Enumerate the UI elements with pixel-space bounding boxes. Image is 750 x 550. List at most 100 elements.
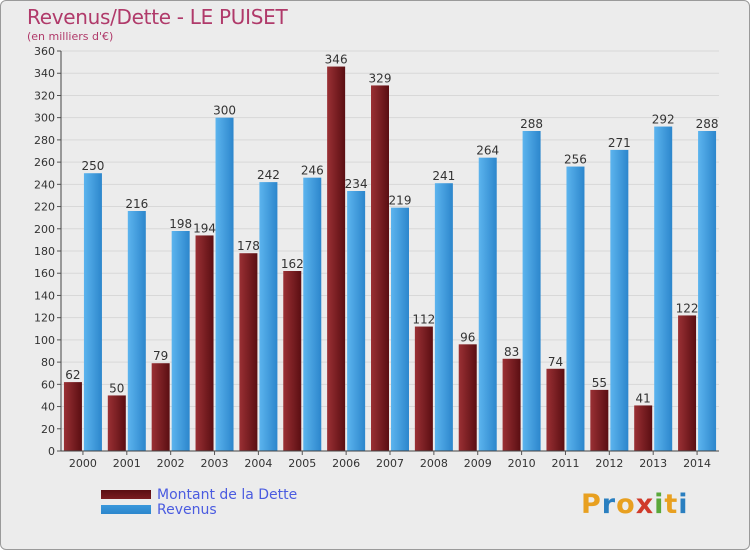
y-tick-label: 100 [34,334,55,347]
data-label-dette: 79 [153,349,168,363]
x-tick-label: 2003 [201,457,229,470]
bar-revenus [259,182,278,451]
bar-dette [502,358,521,451]
legend-label-revenus: Revenus [157,501,217,518]
data-label-dette: 41 [636,391,651,405]
legend-swatch-dette [101,490,151,499]
data-label-dette: 55 [592,376,607,390]
legend-item-dette: Montant de la Dette [101,486,298,503]
x-tick-label: 2005 [288,457,316,470]
bar-revenus [566,166,585,452]
y-tick-label: 260 [34,156,55,169]
data-label-dette: 74 [548,355,563,369]
x-tick-label: 2008 [420,457,448,470]
y-tick-label: 60 [41,378,55,391]
proxiti-logo: Proxiti [581,489,689,520]
bar-dette [546,368,565,451]
bar-revenus [610,149,629,451]
y-tick-label: 360 [34,45,55,58]
bar-dette [414,326,433,451]
x-tick-label: 2006 [332,457,360,470]
y-tick-label: 120 [34,312,55,325]
bar-revenus [391,207,409,451]
bar-dette [151,363,170,451]
logo-letter: i [678,489,689,520]
y-tick-label: 0 [48,445,55,458]
x-tick-label: 2010 [508,457,536,470]
data-label-dette: 162 [281,257,304,271]
bar-dette [239,253,258,451]
data-label-revenus: 242 [257,168,280,182]
data-label-revenus: 288 [696,117,719,131]
bar-dette [195,235,214,451]
y-tick-label: 40 [41,401,55,414]
bar-revenus [171,231,190,451]
data-label-dette: 83 [504,345,519,359]
bar-revenus [83,173,102,451]
logo-letter: t [664,489,679,520]
y-tick-label: 340 [34,67,55,80]
data-label-revenus: 271 [608,136,631,150]
x-tick-label: 2004 [244,457,272,470]
data-label-revenus: 300 [213,104,236,118]
legend-label-dette: Montant de la Dette [157,486,298,503]
y-tick-label: 20 [41,423,55,436]
bar-revenus [215,117,234,452]
data-label-dette: 346 [325,53,348,67]
logo-letter: P [581,489,602,520]
data-label-revenus: 234 [345,177,368,191]
y-tick-label: 300 [34,112,55,125]
bar-revenus [522,131,541,451]
data-label-revenus: 241 [432,169,455,183]
x-tick-label: 2007 [376,457,404,470]
data-label-revenus: 246 [301,164,324,178]
bar-revenus [127,211,146,451]
data-label-dette: 122 [676,301,699,315]
data-label-revenus: 219 [389,194,412,208]
y-tick-label: 180 [34,245,55,258]
y-tick-label: 80 [41,356,55,369]
data-label-revenus: 264 [476,144,499,158]
data-label-revenus: 250 [81,159,104,173]
x-tick-label: 2014 [683,457,711,470]
data-label-dette: 194 [193,221,216,235]
data-label-dette: 112 [412,313,435,327]
data-label-revenus: 288 [520,117,543,131]
y-tick-label: 280 [34,134,55,147]
data-label-dette: 178 [237,239,260,253]
x-tick-label: 2011 [551,457,579,470]
bar-dette [634,405,653,451]
y-tick-label: 220 [34,201,55,214]
logo-letter: i [654,489,665,520]
legend: Montant de la Dette Revenus [101,486,298,518]
data-label-revenus: 292 [652,113,675,127]
bar-dette [283,271,302,451]
chart-title: Revenus/Dette - LE PUISET [27,5,288,29]
x-tick-label: 2013 [639,457,667,470]
bar-revenus [654,126,673,452]
bar-dette [678,315,697,451]
data-label-revenus: 256 [564,153,587,167]
x-tick-label: 2000 [69,457,97,470]
x-tick-label: 2012 [595,457,623,470]
data-label-dette: 62 [65,368,80,382]
bar-dette [458,344,477,451]
chart-subtitle: (en milliers d'€) [27,30,114,43]
bar-revenus [303,177,322,451]
data-label-dette: 50 [109,381,124,395]
data-label-revenus: 198 [169,217,192,231]
bar-dette [63,382,82,451]
logo-letter: r [601,489,617,520]
bar-revenus [347,191,366,451]
bar-revenus [434,183,453,451]
y-tick-label: 320 [34,89,55,102]
bar-revenus [478,157,497,451]
legend-item-revenus: Revenus [101,501,297,518]
logo-letter: x [635,489,655,520]
x-tick-label: 2009 [464,457,492,470]
data-label-revenus: 216 [125,197,148,211]
y-tick-label: 240 [34,178,55,191]
logo-letter: o [616,489,636,520]
